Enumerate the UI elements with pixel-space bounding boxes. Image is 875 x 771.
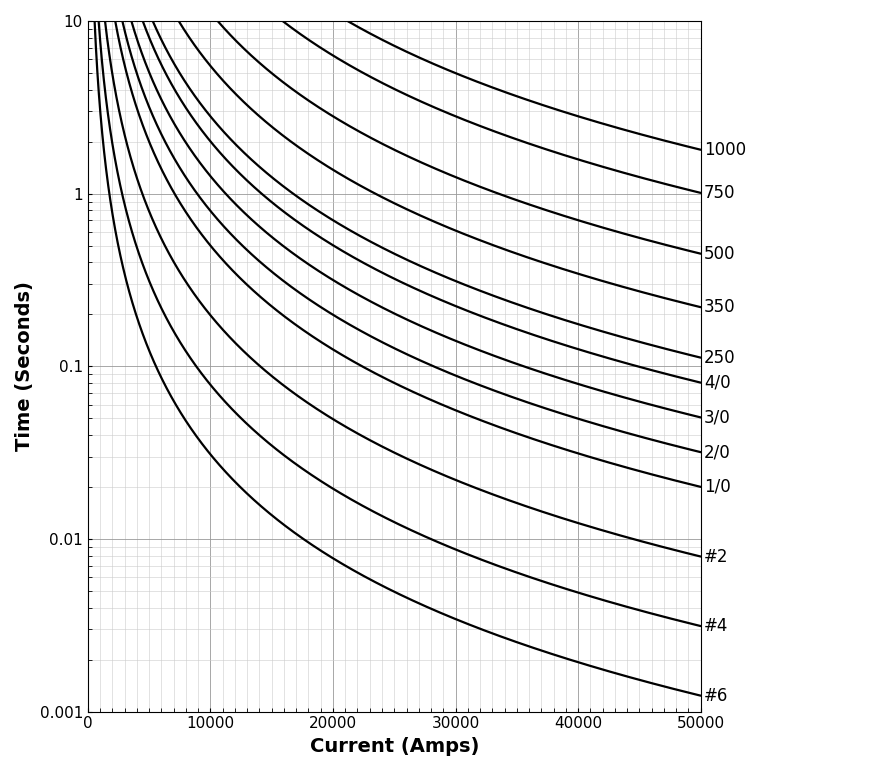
Text: 2/0: 2/0	[704, 443, 731, 461]
Text: 500: 500	[704, 244, 735, 263]
Text: 1000: 1000	[704, 141, 746, 159]
Text: #4: #4	[704, 617, 728, 635]
Y-axis label: Time (Seconds): Time (Seconds)	[15, 281, 34, 451]
Text: 1/0: 1/0	[704, 478, 731, 496]
X-axis label: Current (Amps): Current (Amps)	[310, 737, 479, 756]
Text: #6: #6	[704, 687, 728, 705]
Text: 4/0: 4/0	[704, 374, 731, 392]
Text: #2: #2	[704, 547, 728, 566]
Text: 3/0: 3/0	[704, 409, 731, 426]
Text: 750: 750	[704, 184, 735, 202]
Text: 250: 250	[704, 348, 735, 367]
Text: 350: 350	[704, 298, 735, 316]
